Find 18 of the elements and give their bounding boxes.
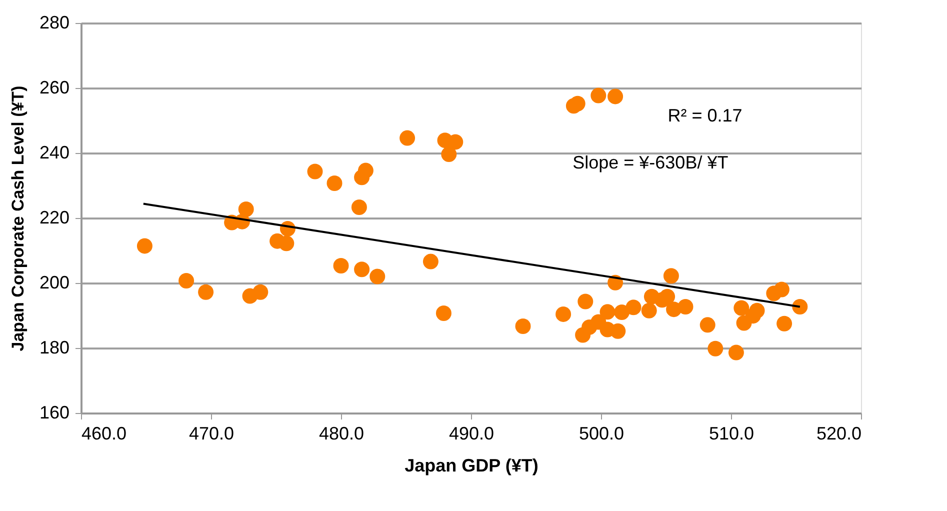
- y-tick-label: 180: [39, 338, 70, 358]
- y-tick-label: 280: [39, 12, 70, 32]
- x-axis-title: Japan GDP (¥T): [404, 456, 538, 476]
- x-tick-label: 470.0: [188, 424, 234, 444]
- x-tick-label: 490.0: [448, 424, 494, 444]
- annotation: Slope = ¥-630B/ ¥T: [572, 152, 728, 172]
- annotation: R² = 0.17: [668, 106, 742, 126]
- y-axis-title: Japan Corporate Cash Level (¥T): [8, 86, 28, 352]
- x-tick-label: 520.0: [816, 424, 862, 444]
- x-tick-label: 480.0: [318, 424, 364, 444]
- y-tick-label: 240: [39, 142, 70, 162]
- x-tick-label: 510.0: [708, 424, 754, 444]
- y-tick-label: 260: [39, 78, 70, 98]
- y-tick-label: 160: [39, 402, 70, 422]
- y-tick-label: 220: [39, 208, 70, 228]
- y-tick-label: 200: [39, 272, 70, 292]
- x-tick-label: 500.0: [578, 424, 624, 444]
- x-tick-label: 460.0: [82, 424, 127, 444]
